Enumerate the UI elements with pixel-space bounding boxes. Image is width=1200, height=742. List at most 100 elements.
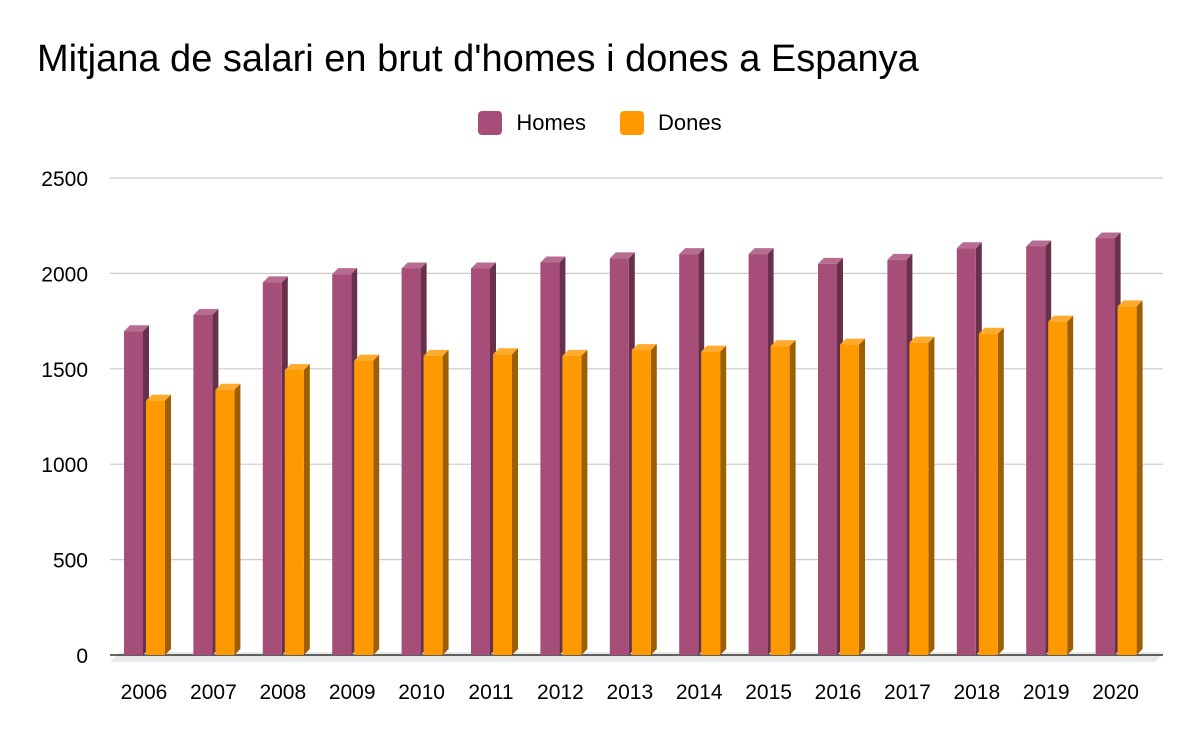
x-tick-label: 2010: [398, 681, 445, 704]
bar-dones-2016: [840, 344, 859, 655]
bar-top-homes: [1095, 232, 1121, 239]
bar-side-dones: [581, 349, 588, 655]
legend-swatch-homes: [478, 111, 503, 135]
legend-item-homes: Homes: [478, 110, 586, 136]
y-tick-label: 500: [53, 550, 88, 573]
bar-top-dones: [631, 344, 657, 351]
bar-top-homes: [609, 252, 635, 259]
bar-homes-2015: [748, 254, 768, 655]
bar-top-homes: [401, 262, 427, 269]
bar-side-dones: [650, 344, 657, 655]
bar-top-homes: [1026, 240, 1052, 247]
bar-homes-2016: [818, 263, 837, 655]
bar-top-dones: [909, 336, 935, 343]
legend-label-dones: Dones: [658, 110, 722, 135]
x-tick-label: 2017: [884, 681, 931, 704]
bar-dones-2014: [701, 351, 721, 655]
bar-top-dones: [493, 348, 518, 355]
bar-homes-2010: [401, 268, 421, 655]
bar-dones-2012: [562, 355, 582, 655]
bar-homes-2007: [193, 314, 213, 655]
legend-label-homes: Homes: [516, 110, 587, 135]
bar-top-homes: [262, 276, 288, 283]
x-tick-label: 2014: [676, 681, 723, 704]
bar-top-homes: [471, 262, 496, 269]
legend-item-dones: Dones: [620, 110, 722, 136]
bar-side-dones: [789, 340, 796, 655]
bar-top-dones: [146, 394, 171, 401]
y-tick-label: 1500: [41, 359, 88, 382]
bar-side-dones: [442, 349, 449, 655]
bar-side-dones: [1136, 300, 1143, 655]
bar-homes-2017: [887, 259, 907, 655]
bar-top-homes: [124, 325, 149, 332]
x-tick-label: 2006: [121, 681, 168, 704]
x-tick-label: 2020: [1092, 681, 1139, 704]
bar-top-homes: [679, 248, 705, 255]
bar-top-dones: [978, 327, 1004, 334]
bar-homes-2008: [262, 282, 282, 655]
y-tick-label: 1000: [41, 454, 88, 477]
y-tick-label: 0: [76, 645, 88, 668]
bar-top-homes: [748, 248, 774, 255]
x-tick-label: 2019: [1023, 681, 1070, 704]
bar-side-dones: [303, 363, 310, 655]
bar-top-dones: [770, 340, 796, 347]
bar-dones-2008: [284, 369, 304, 655]
bar-homes-2020: [1095, 238, 1115, 656]
bar-dones-2010: [423, 355, 443, 655]
x-tick-label: 2012: [537, 681, 584, 704]
x-tick-label: 2008: [259, 681, 306, 704]
bar-top-homes: [332, 268, 358, 275]
bar-homes-2013: [609, 258, 629, 655]
bar-side-dones: [165, 394, 171, 655]
bar-top-dones: [840, 338, 865, 345]
bar-side-dones: [234, 383, 241, 655]
x-tick-label: 2009: [329, 681, 376, 704]
bar-side-dones: [373, 354, 380, 655]
bar-dones-2018: [978, 333, 998, 655]
y-tick-label: 2000: [41, 263, 88, 286]
bar-dones-2011: [493, 354, 512, 655]
bar-top-homes: [956, 242, 982, 249]
bar-homes-2006: [124, 331, 143, 655]
bar-top-dones: [1048, 315, 1074, 322]
x-tick-label: 2018: [953, 681, 1000, 704]
bar-top-homes: [818, 257, 843, 264]
x-tick-label: 2015: [745, 681, 792, 704]
y-tick-label: 2500: [41, 168, 88, 191]
bar-top-homes: [887, 253, 913, 260]
bar-top-dones: [354, 354, 380, 361]
bar-dones-2006: [146, 400, 165, 655]
bar-dones-2017: [909, 342, 929, 655]
x-tick-label: 2011: [468, 681, 513, 704]
bar-homes-2014: [679, 254, 699, 655]
bar-top-dones: [423, 349, 449, 356]
bar-side-dones: [928, 336, 935, 655]
bar-side-dones: [859, 338, 865, 655]
bar-top-homes: [193, 308, 219, 315]
bar-dones-2019: [1048, 321, 1068, 655]
bar-dones-2015: [770, 346, 790, 655]
bar-homes-2019: [1026, 246, 1046, 655]
chart-title: Mitjana de salari en brut d'homes i done…: [37, 38, 919, 80]
bar-dones-2020: [1117, 306, 1137, 655]
bar-side-dones: [997, 327, 1004, 655]
x-tick-label: 2013: [606, 681, 653, 704]
bar-homes-2012: [540, 262, 560, 655]
bar-top-dones: [215, 383, 241, 390]
bar-homes-2009: [332, 274, 352, 655]
bar-dones-2009: [354, 360, 374, 655]
x-tick-label: 2007: [190, 681, 237, 704]
bar-homes-2018: [956, 248, 976, 655]
legend-swatch-dones: [620, 111, 645, 135]
bar-top-dones: [562, 349, 588, 356]
bar-top-homes: [540, 256, 566, 263]
bar-side-dones: [720, 345, 727, 655]
bar-top-dones: [284, 363, 310, 370]
bar-side-dones: [1067, 315, 1074, 655]
x-tick-label: 2016: [815, 681, 862, 704]
bar-dones-2007: [215, 389, 235, 655]
bar-top-dones: [1117, 300, 1143, 307]
